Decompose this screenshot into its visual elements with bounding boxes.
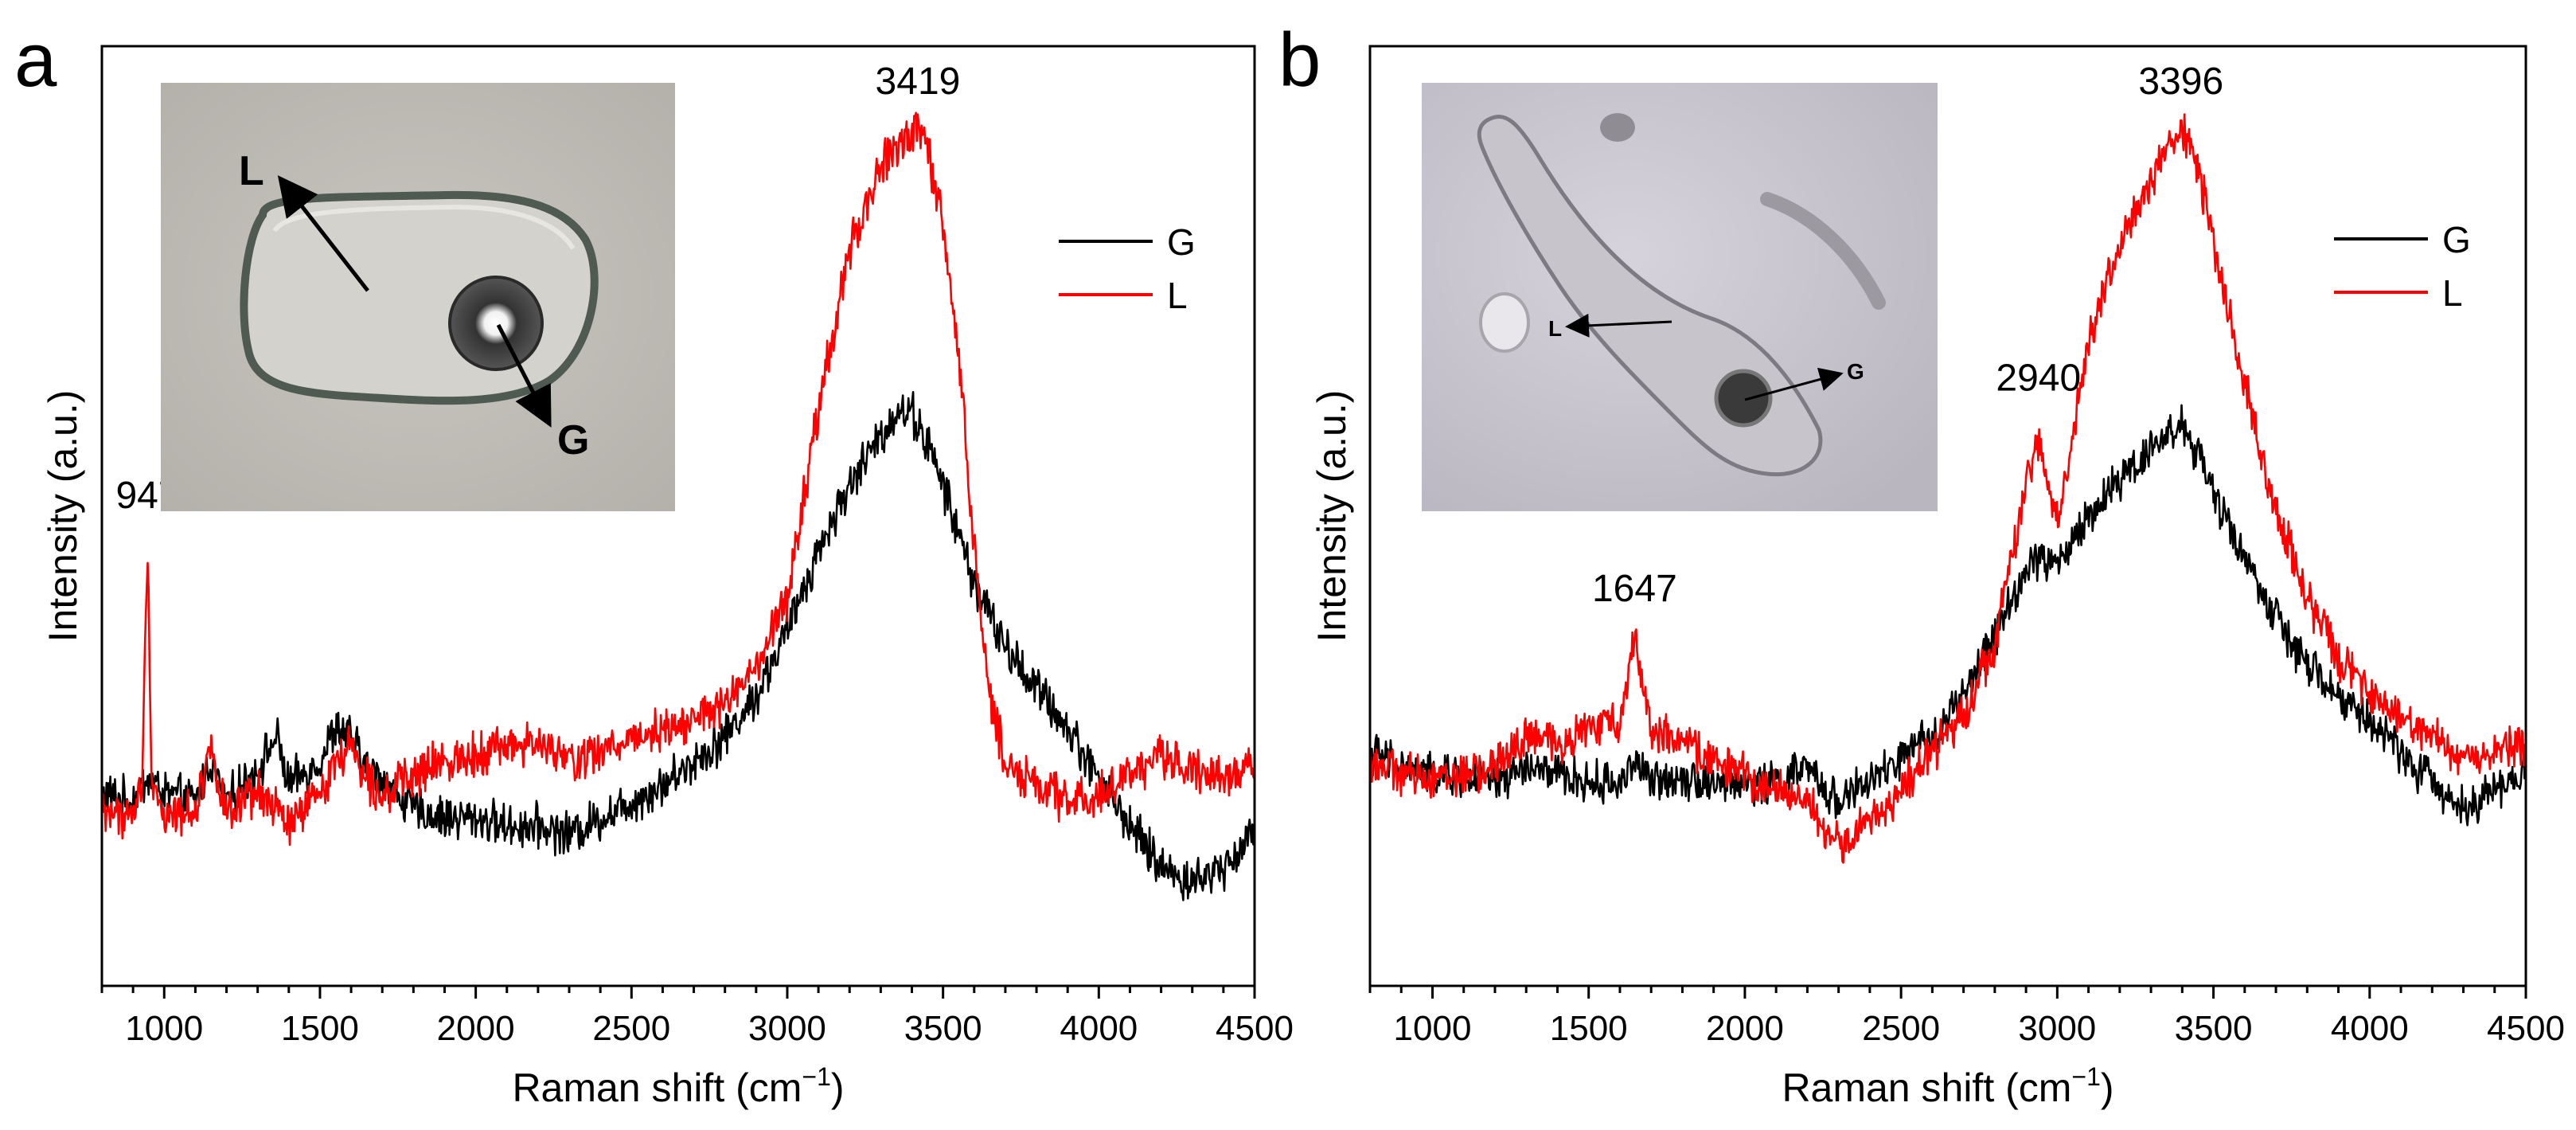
panel-a-x-tick-label-2000: 2000 bbox=[437, 1009, 515, 1048]
panel-a-gas-bubble bbox=[448, 276, 544, 371]
panel-b-x-tick-label-2500: 2500 bbox=[1862, 1009, 1940, 1048]
panel-b-x-tick-label-3500: 3500 bbox=[2175, 1009, 2253, 1048]
panel-b-x-axis-title: Raman shift (cm−1) bbox=[1782, 1062, 2113, 1110]
panel-b-legend-label-g: G bbox=[2442, 219, 2471, 260]
panel-b-x-tick-label-1000: 1000 bbox=[1394, 1009, 1472, 1048]
panel-b-peak-label-2940: 2940 bbox=[1996, 357, 2081, 399]
panel-a-x-tick-label-1500: 1500 bbox=[281, 1009, 359, 1048]
panel-b-inset-micrograph: L G bbox=[1422, 83, 1938, 511]
panel-a-legend: G L bbox=[1059, 221, 1196, 316]
panel-a-x-tick-label-2500: 2500 bbox=[592, 1009, 670, 1048]
panel-b-y-axis-title: Intensity (a.u.) bbox=[1309, 390, 1354, 643]
panel-a-x-tick-label-3500: 3500 bbox=[904, 1009, 982, 1048]
panel-b-series-group bbox=[1370, 113, 2526, 864]
panel-b-xlabel-superscript: −1 bbox=[2071, 1062, 2100, 1091]
panel-a-series-g bbox=[102, 391, 1255, 901]
panel-b-inset-streak bbox=[1760, 192, 1886, 310]
panel-a-peak-label-3419: 3419 bbox=[876, 61, 961, 103]
panel-b-legend: G L bbox=[2334, 219, 2471, 314]
panel-a-y-axis-title: Intensity (a.u.) bbox=[41, 390, 85, 643]
panel-a-series-l bbox=[102, 111, 1255, 847]
panel-a-plot-frame bbox=[100, 45, 1256, 987]
panel-b-inset-label-g: G bbox=[1847, 359, 1864, 384]
panel-a-series-group bbox=[102, 111, 1255, 901]
panel-b-x-tick-label-4500: 4500 bbox=[2487, 1009, 2565, 1048]
panel-b-plot-frame bbox=[1368, 45, 2527, 987]
panel-a-inset-arrow-g bbox=[496, 323, 552, 428]
panel-a-x-tick-label-4500: 4500 bbox=[1216, 1009, 1294, 1048]
panel-b-gas-bubble bbox=[1714, 369, 1773, 428]
panel-b-peak-label-1647: 1647 bbox=[1592, 568, 1677, 610]
panel-b-x-tick-label-4000: 4000 bbox=[2331, 1009, 2409, 1048]
panel-a-inset-label-g: G bbox=[557, 417, 589, 463]
panel-a-legend-label-g: G bbox=[1167, 221, 1196, 263]
panel-a: a 1000 1500 2000 2500 3000 3500 4000 4500 Raman… bbox=[14, 18, 1294, 1110]
panel-b-xlabel-close: ) bbox=[2101, 1065, 2114, 1110]
panel-a-x-ticks: 1000 1500 2000 2500 3000 3500 4000 4500 bbox=[100, 986, 1294, 1048]
panel-a-letter: a bbox=[14, 18, 57, 103]
panel-b-inset-speck bbox=[1600, 113, 1635, 142]
panel-b-peak-label-3396: 3396 bbox=[2138, 61, 2223, 103]
panel-b-x-tick-label-2000: 2000 bbox=[1706, 1009, 1784, 1048]
panel-a-xlabel-superscript: −1 bbox=[802, 1062, 830, 1091]
panel-b-inset-arrow-g bbox=[1744, 367, 1844, 401]
panel-b-series-l bbox=[1370, 113, 2526, 864]
panel-a-x-tick-label-3000: 3000 bbox=[748, 1009, 826, 1048]
panel-a-x-axis-title: Raman shift (cm−1) bbox=[512, 1062, 844, 1110]
panel-a-inset-label-l: L bbox=[239, 148, 264, 194]
panel-b-xlabel-main: Raman shift (cm bbox=[1782, 1065, 2071, 1110]
panel-a-inset-arrow-l bbox=[277, 175, 369, 292]
panel-a-xlabel-close: ) bbox=[831, 1065, 845, 1110]
panel-a-inset-micrograph: L G bbox=[161, 83, 675, 511]
panel-b-inset-label-l: L bbox=[1548, 316, 1562, 341]
panel-b-inset-arrow-l bbox=[1565, 313, 1672, 338]
panel-b-x-tick-label-3000: 3000 bbox=[2018, 1009, 2096, 1048]
panel-b-series-g bbox=[1370, 404, 2526, 827]
panel-b-inset-blob bbox=[1479, 292, 1530, 353]
panel-a-xlabel-main: Raman shift (cm bbox=[512, 1065, 802, 1110]
panel-b-letter: b bbox=[1278, 18, 1321, 103]
panel-a-x-tick-label-1000: 1000 bbox=[125, 1009, 203, 1048]
panel-a-x-tick-label-4000: 4000 bbox=[1060, 1009, 1138, 1048]
panel-b-x-tick-label-1500: 1500 bbox=[1550, 1009, 1628, 1048]
panel-a-inclusion-outline bbox=[240, 190, 599, 405]
panel-a-legend-label-l: L bbox=[1167, 275, 1188, 316]
panel-b-legend-label-l: L bbox=[2442, 272, 2463, 314]
panel-b-x-ticks: 1000 1500 2000 2500 3000 3500 4000 4500 bbox=[1368, 986, 2565, 1048]
panel-b: b 1000 1500 2000 2500 3000 3500 4000 4500 Raman… bbox=[1278, 18, 2565, 1110]
